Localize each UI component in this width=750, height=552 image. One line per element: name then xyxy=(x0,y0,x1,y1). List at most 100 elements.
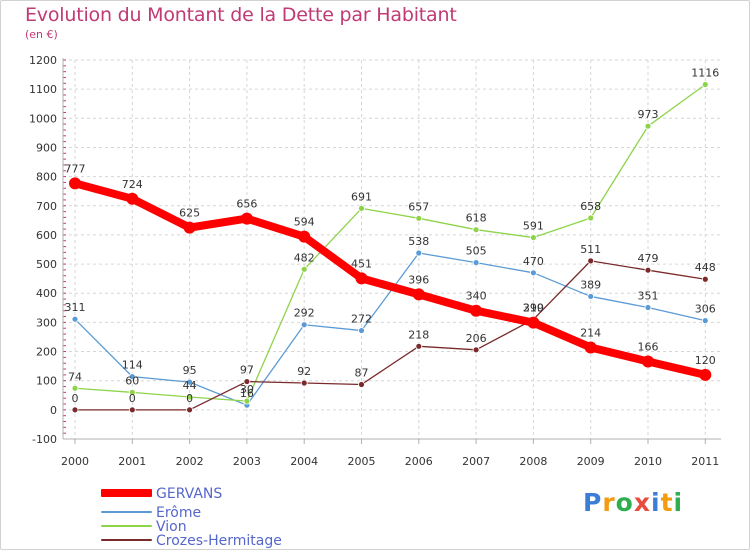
data-point xyxy=(300,265,308,273)
data-point xyxy=(472,346,480,354)
x-tick-label: 2004 xyxy=(290,455,318,468)
data-label: 60 xyxy=(125,374,139,387)
logo-letter: r xyxy=(602,488,616,517)
data-label: 973 xyxy=(638,108,659,121)
data-label: 0 xyxy=(186,392,193,405)
logo-letter: t xyxy=(660,488,674,517)
data-label: 272 xyxy=(351,313,372,326)
data-point xyxy=(186,393,194,401)
data-point xyxy=(701,317,709,325)
data-point xyxy=(644,266,652,274)
logo-letter: P xyxy=(583,488,603,517)
data-label: 448 xyxy=(695,261,716,274)
data-label: 16 xyxy=(240,387,254,400)
data-label: 1116 xyxy=(691,66,719,79)
data-point xyxy=(415,342,423,350)
data-point xyxy=(644,304,652,311)
data-label: 691 xyxy=(351,190,372,203)
data-point xyxy=(587,214,595,222)
y-tick-label: 200 xyxy=(36,346,57,359)
data-point xyxy=(699,368,712,381)
data-point xyxy=(355,272,368,285)
data-label: 206 xyxy=(466,332,487,345)
data-point xyxy=(701,275,709,283)
proxiti-logo: Proxiti xyxy=(583,488,683,517)
y-tick-label: 1000 xyxy=(29,112,57,125)
data-label: 479 xyxy=(638,252,659,265)
y-tick-label: 800 xyxy=(36,171,57,184)
data-label: 538 xyxy=(408,235,429,248)
x-tick-label: 2002 xyxy=(176,455,204,468)
data-point xyxy=(186,378,194,386)
data-label: 311 xyxy=(65,301,86,314)
data-label: 97 xyxy=(240,364,254,377)
legend-label: Crozes-Hermitage xyxy=(156,533,282,549)
y-tick-label: 100 xyxy=(36,375,57,388)
data-point xyxy=(584,341,597,354)
y-tick-label: 400 xyxy=(36,287,57,300)
y-tick-label: 700 xyxy=(36,200,57,213)
x-tick-label: 2003 xyxy=(233,455,261,468)
data-label: 214 xyxy=(580,326,601,339)
data-point xyxy=(530,234,537,241)
data-label: 657 xyxy=(408,200,429,213)
data-label: 505 xyxy=(466,245,487,258)
data-point xyxy=(69,177,81,190)
series-line-crozes-hermitage xyxy=(74,260,706,411)
logo-letter: x xyxy=(633,488,651,517)
y-tick-label: 1100 xyxy=(29,83,57,96)
data-label: 0 xyxy=(72,392,79,405)
data-label: 482 xyxy=(294,251,315,264)
x-tick-label: 2010 xyxy=(634,455,662,468)
y-tick-label: 600 xyxy=(36,229,57,242)
data-point xyxy=(240,212,253,225)
x-tick-label: 2009 xyxy=(577,455,605,468)
data-point xyxy=(128,406,136,414)
legend-label: Erôme xyxy=(156,505,202,521)
series-line-er-me xyxy=(74,252,706,406)
data-label: 658 xyxy=(580,200,601,213)
data-point xyxy=(587,293,595,300)
x-tick-label: 2005 xyxy=(348,455,376,468)
data-point xyxy=(71,384,79,392)
data-point xyxy=(415,249,423,257)
data-point xyxy=(642,355,654,368)
data-label: 451 xyxy=(351,257,372,270)
data-point xyxy=(472,259,480,267)
y-tick-label: 0 xyxy=(50,404,57,417)
data-point xyxy=(128,388,136,396)
data-point xyxy=(243,378,251,385)
data-label: 299 xyxy=(523,302,544,315)
logo-letter: i xyxy=(651,488,661,517)
legend-swatch xyxy=(101,525,152,527)
data-label: 656 xyxy=(236,198,257,211)
data-point xyxy=(358,381,365,388)
data-point xyxy=(527,316,540,329)
chart-title: Evolution du Montant de la Dette par Hab… xyxy=(25,4,457,26)
logo-letter: o xyxy=(615,488,634,517)
x-tick-label: 2006 xyxy=(405,455,433,468)
data-label: 87 xyxy=(355,366,369,379)
data-point xyxy=(298,230,311,243)
logo-letter: i xyxy=(673,488,684,517)
data-label: 292 xyxy=(294,307,315,320)
data-label: 389 xyxy=(580,278,601,291)
data-label: 777 xyxy=(65,162,86,175)
data-point xyxy=(415,214,423,222)
data-label: 30 xyxy=(240,383,254,396)
data-label: 306 xyxy=(695,303,716,316)
data-label: 95 xyxy=(183,364,197,377)
legend-label: GERVANS xyxy=(156,486,223,502)
y-tick-label: 300 xyxy=(36,316,57,329)
series-line-vion xyxy=(74,83,706,402)
data-point xyxy=(587,257,595,265)
x-tick-label: 2011 xyxy=(691,455,719,468)
data-point xyxy=(183,221,196,234)
data-label: 310 xyxy=(523,301,544,314)
data-label: 594 xyxy=(294,216,315,229)
data-label: 618 xyxy=(466,212,487,225)
data-label: 625 xyxy=(179,207,200,220)
legend-swatch xyxy=(101,539,152,541)
